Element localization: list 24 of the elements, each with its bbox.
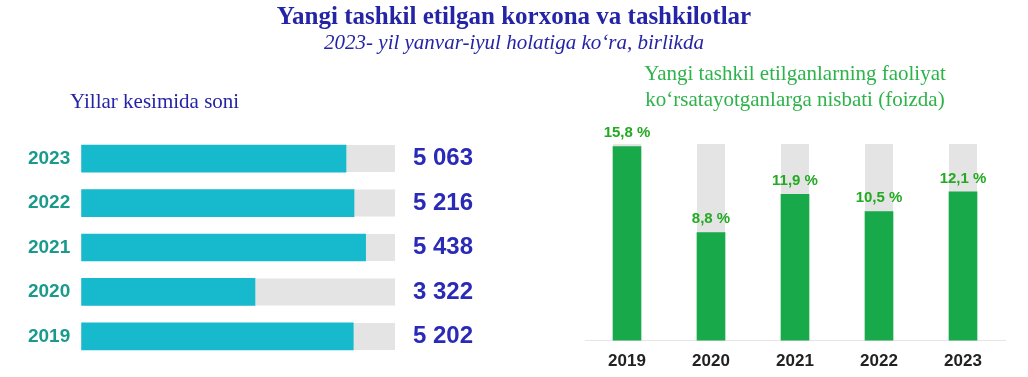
y-tick-label: 2019: [27, 324, 71, 346]
x-tick-label: 2020: [692, 351, 730, 371]
data-label: 5 216: [413, 187, 474, 215]
text: Yangi tashkil etilgan korxona va tashkilotlar: [275, 2, 753, 30]
x-tick-label: 2021: [776, 351, 814, 371]
data-label: 8,8 %: [691, 209, 731, 227]
chart-title: Yangi tashkil etilganlarning faoliyat ko‘rsatayotganlarga nisbati (foizda): [643, 60, 947, 113]
data-label: 10,5 %: [855, 188, 903, 206]
data-label: 11,9 %: [772, 171, 818, 189]
chart-title: Yillar kesimida soni: [69, 88, 241, 115]
y-tick-label: 2020: [27, 280, 71, 302]
x-tick-label: 2023: [944, 351, 982, 371]
text: 2023- yil yanvar-iyul holatiga ko‘ra, birlikda: [323, 30, 705, 55]
x-tick-label: 2022: [860, 351, 898, 371]
y-tick-label: 2021: [27, 235, 71, 257]
data-label: 5 438: [413, 232, 474, 260]
data-label: 3 322: [413, 276, 474, 304]
y-tick-label: 2022: [27, 191, 71, 213]
data-label: 12,1 %: [939, 168, 987, 186]
y-tick-label: 2023: [27, 146, 71, 168]
data-label: 5 202: [413, 321, 474, 349]
data-label: 15,8 %: [603, 123, 651, 141]
x-tick-label: 2019: [608, 351, 646, 371]
data-label: 5 063: [413, 143, 474, 171]
